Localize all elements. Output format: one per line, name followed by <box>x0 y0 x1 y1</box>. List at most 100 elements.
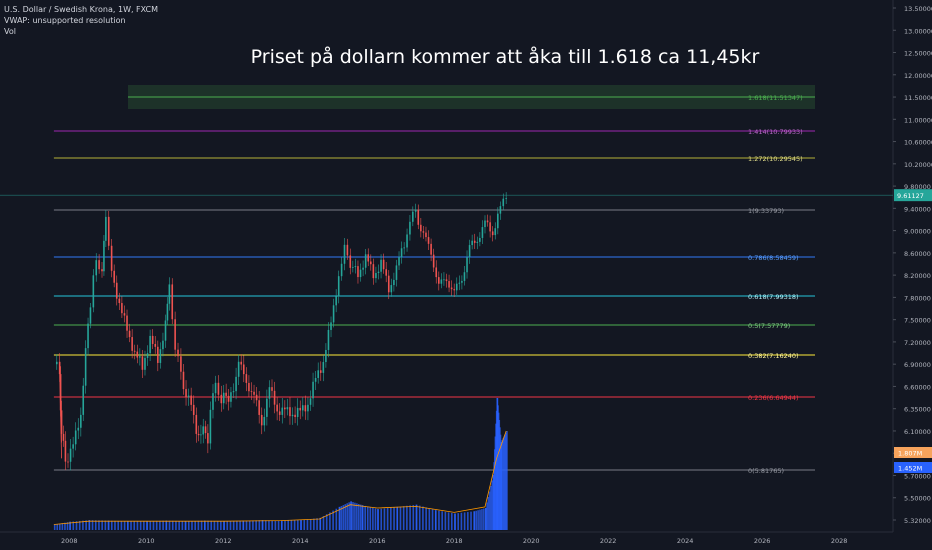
volume-indicator-label[interactable]: Vol <box>4 27 16 36</box>
volume-bar <box>204 520 206 530</box>
volume-bar <box>293 520 296 530</box>
price-candle-body <box>352 267 354 268</box>
volume-bar <box>313 518 315 530</box>
volume-bar <box>319 517 322 530</box>
price-candle-body <box>364 254 367 268</box>
price-candle-body <box>414 209 417 212</box>
price-candle-body <box>357 266 359 278</box>
price-candle-body <box>149 335 151 354</box>
price-candle-body <box>174 319 176 350</box>
fib-level-label: 1.272(10.29545) <box>748 155 803 163</box>
volume-bar <box>359 504 362 530</box>
volume-bar <box>457 513 460 530</box>
price-candle-body <box>393 279 395 286</box>
price-tick-label: 11.00000 <box>904 116 932 124</box>
volume-bar <box>101 520 103 530</box>
price-tick-label: 9.00000 <box>904 228 931 236</box>
volume-bar <box>184 521 187 530</box>
price-candle-body <box>489 222 491 232</box>
price-candle-body <box>159 349 162 363</box>
fib-level-label: 1.414(10.79933) <box>748 128 803 136</box>
volume-bar <box>274 520 277 530</box>
volume-bar <box>264 520 267 530</box>
price-candle-body <box>113 270 115 283</box>
volume-bar <box>236 520 238 530</box>
price-tick-label: 8.20000 <box>904 272 931 280</box>
price-candle-body <box>59 374 62 411</box>
price-candle-body <box>151 335 154 344</box>
price-candle-body <box>220 394 223 404</box>
volume-bar <box>406 505 408 530</box>
volume-bar <box>390 507 392 530</box>
price-candle-body <box>340 263 343 277</box>
fib-level-label: 0.5(7.57779) <box>748 322 790 330</box>
price-candle-body <box>484 220 486 228</box>
volume-bar <box>434 510 437 530</box>
price-candle-body <box>301 405 304 411</box>
price-candle-body <box>375 273 377 279</box>
volume-bar <box>422 506 424 530</box>
price-candle-body <box>332 305 335 323</box>
price-candle-body <box>387 275 390 293</box>
volume-bar <box>146 521 148 530</box>
fib-level-label: 0.382(7.16240) <box>748 352 799 360</box>
volume-bar <box>357 503 360 530</box>
price-candle-body <box>337 276 340 297</box>
volume-tag <box>894 462 932 473</box>
volume-bar <box>438 510 440 530</box>
price-candle-body <box>225 392 227 396</box>
volume-bar <box>481 509 483 530</box>
volume-bar <box>366 506 369 530</box>
price-tick-label: 10.60000 <box>904 139 932 147</box>
price-candle-body <box>491 231 494 236</box>
price-candle-body <box>494 228 497 236</box>
price-candle-body <box>289 407 291 417</box>
volume-bar <box>72 521 75 530</box>
volume-bar <box>248 520 251 530</box>
price-candle-body <box>458 282 461 284</box>
volume-bar <box>210 520 213 530</box>
volume-bar <box>213 520 216 530</box>
price-candle-body <box>406 234 408 248</box>
vwap-indicator-label[interactable]: VWAP: unsupported resolution <box>4 16 126 25</box>
price-candle-body <box>60 410 63 434</box>
price-candle-body <box>110 245 113 271</box>
volume-bar <box>342 505 345 530</box>
price-candle-body <box>343 244 346 264</box>
volume-bar <box>226 521 229 530</box>
current-price-tag <box>894 189 932 202</box>
price-candle-body <box>197 433 200 436</box>
initial-drop-line <box>59 372 62 459</box>
price-candle-body <box>171 284 174 320</box>
volume-bar <box>470 511 472 530</box>
price-candle-body <box>98 260 100 270</box>
volume-bar <box>136 521 139 530</box>
price-candle-body <box>77 427 80 431</box>
volume-bar <box>110 520 113 530</box>
volume-bar <box>245 520 248 530</box>
price-candle-body <box>349 255 352 268</box>
volume-bar <box>191 521 193 530</box>
volume-bar <box>88 520 91 530</box>
price-tick-label: 11.50000 <box>904 94 932 102</box>
price-candle-body <box>222 392 225 404</box>
price-tick-label: 8.60000 <box>904 250 931 258</box>
price-candle-body <box>87 323 89 349</box>
volume-bar <box>104 520 107 530</box>
price-candle-body <box>346 244 349 256</box>
price-candle-body <box>377 271 380 274</box>
price-candle-body <box>144 357 146 370</box>
price-candle-body <box>121 303 123 314</box>
price-candle-body <box>260 414 263 426</box>
volume-bar <box>415 504 418 530</box>
volume-bar <box>277 520 280 530</box>
price-candle-body <box>187 395 190 398</box>
price-candle-body <box>448 281 450 288</box>
price-candle-body <box>80 414 82 428</box>
volume-bar <box>374 508 377 530</box>
price-candle-body <box>253 391 255 395</box>
price-candle-body <box>92 275 95 308</box>
volume-bar <box>377 509 379 530</box>
price-candle-body <box>263 416 266 426</box>
